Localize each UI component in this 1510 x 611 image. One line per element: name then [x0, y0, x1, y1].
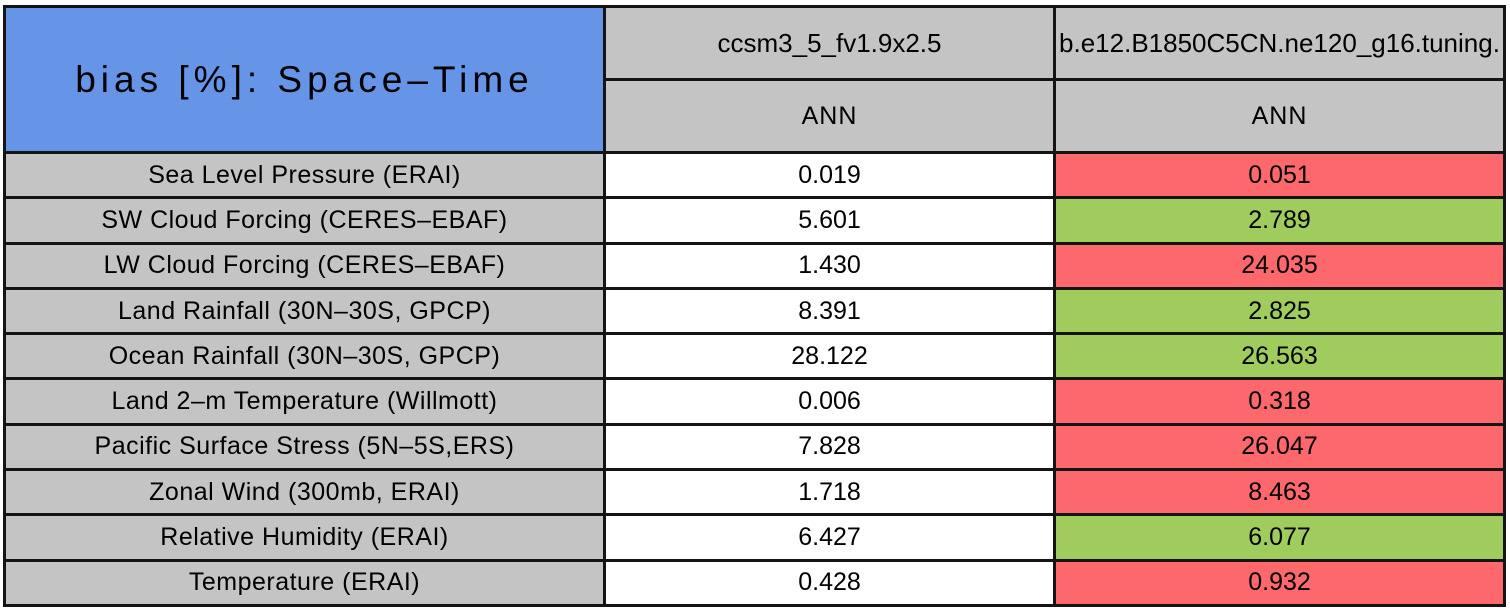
value-cell-model2: 8.463 [1056, 471, 1503, 514]
value-cell-model2: 26.047 [1056, 425, 1503, 469]
value-cell-model1: 28.122 [606, 335, 1053, 378]
value-cell-model1: 8.391 [606, 289, 1053, 333]
value-cell-model2: 0.932 [1056, 561, 1503, 604]
row-label-cell: Sea Level Pressure (ERAI) [6, 154, 603, 197]
value-cell-model1: 7.828 [606, 425, 1053, 469]
value-cell-model2: 2.789 [1056, 199, 1503, 242]
value-cell-model1: 1.718 [606, 471, 1053, 514]
row-label-cell: SW Cloud Forcing (CERES–EBAF) [6, 199, 603, 242]
value-cell-model1: 0.006 [606, 380, 1053, 423]
row-label-cell: LW Cloud Forcing (CERES–EBAF) [6, 244, 603, 287]
row-label-cell: Pacific Surface Stress (5N–5S,ERS) [6, 425, 603, 469]
row-label-cell: Land 2–m Temperature (Willmott) [6, 380, 603, 423]
value-cell-model1: 6.427 [606, 516, 1053, 559]
season-header-2: ANN [1056, 81, 1503, 151]
model-column-header-1: ccsm3_5_fv1.9x2.5 [606, 8, 1053, 78]
bias-metrics-table: bias [%]: Space–Time ccsm3_5_fv1.9x2.5 b… [3, 5, 1506, 607]
value-cell-model1: 1.430 [606, 244, 1053, 287]
value-cell-model2: 26.563 [1056, 335, 1503, 378]
value-cell-model1: 0.019 [606, 154, 1053, 197]
row-label-cell: Ocean Rainfall (30N–30S, GPCP) [6, 335, 603, 378]
row-label-cell: Temperature (ERAI) [6, 561, 603, 604]
model-name-2: b.e12.B1850C5CN.ne120_g16.tuning. [1059, 27, 1500, 58]
row-label-cell: Land Rainfall (30N–30S, GPCP) [6, 289, 603, 333]
table-title: bias [%]: Space–Time [75, 58, 534, 100]
value-cell-model2: 0.051 [1056, 154, 1503, 197]
value-cell-model1: 5.601 [606, 199, 1053, 242]
table-title-cell: bias [%]: Space–Time [6, 8, 603, 151]
row-label-cell: Zonal Wind (300mb, ERAI) [6, 471, 603, 514]
value-cell-model2: 2.825 [1056, 289, 1503, 333]
value-cell-model1: 0.428 [606, 561, 1053, 604]
value-cell-model2: 24.035 [1056, 244, 1503, 287]
model-name-1: ccsm3_5_fv1.9x2.5 [717, 27, 942, 58]
model-column-header-2: b.e12.B1850C5CN.ne120_g16.tuning. [1056, 8, 1503, 78]
value-cell-model2: 6.077 [1056, 516, 1503, 559]
season-header-1: ANN [606, 81, 1053, 151]
row-label-cell: Relative Humidity (ERAI) [6, 516, 603, 559]
value-cell-model2: 0.318 [1056, 380, 1503, 423]
